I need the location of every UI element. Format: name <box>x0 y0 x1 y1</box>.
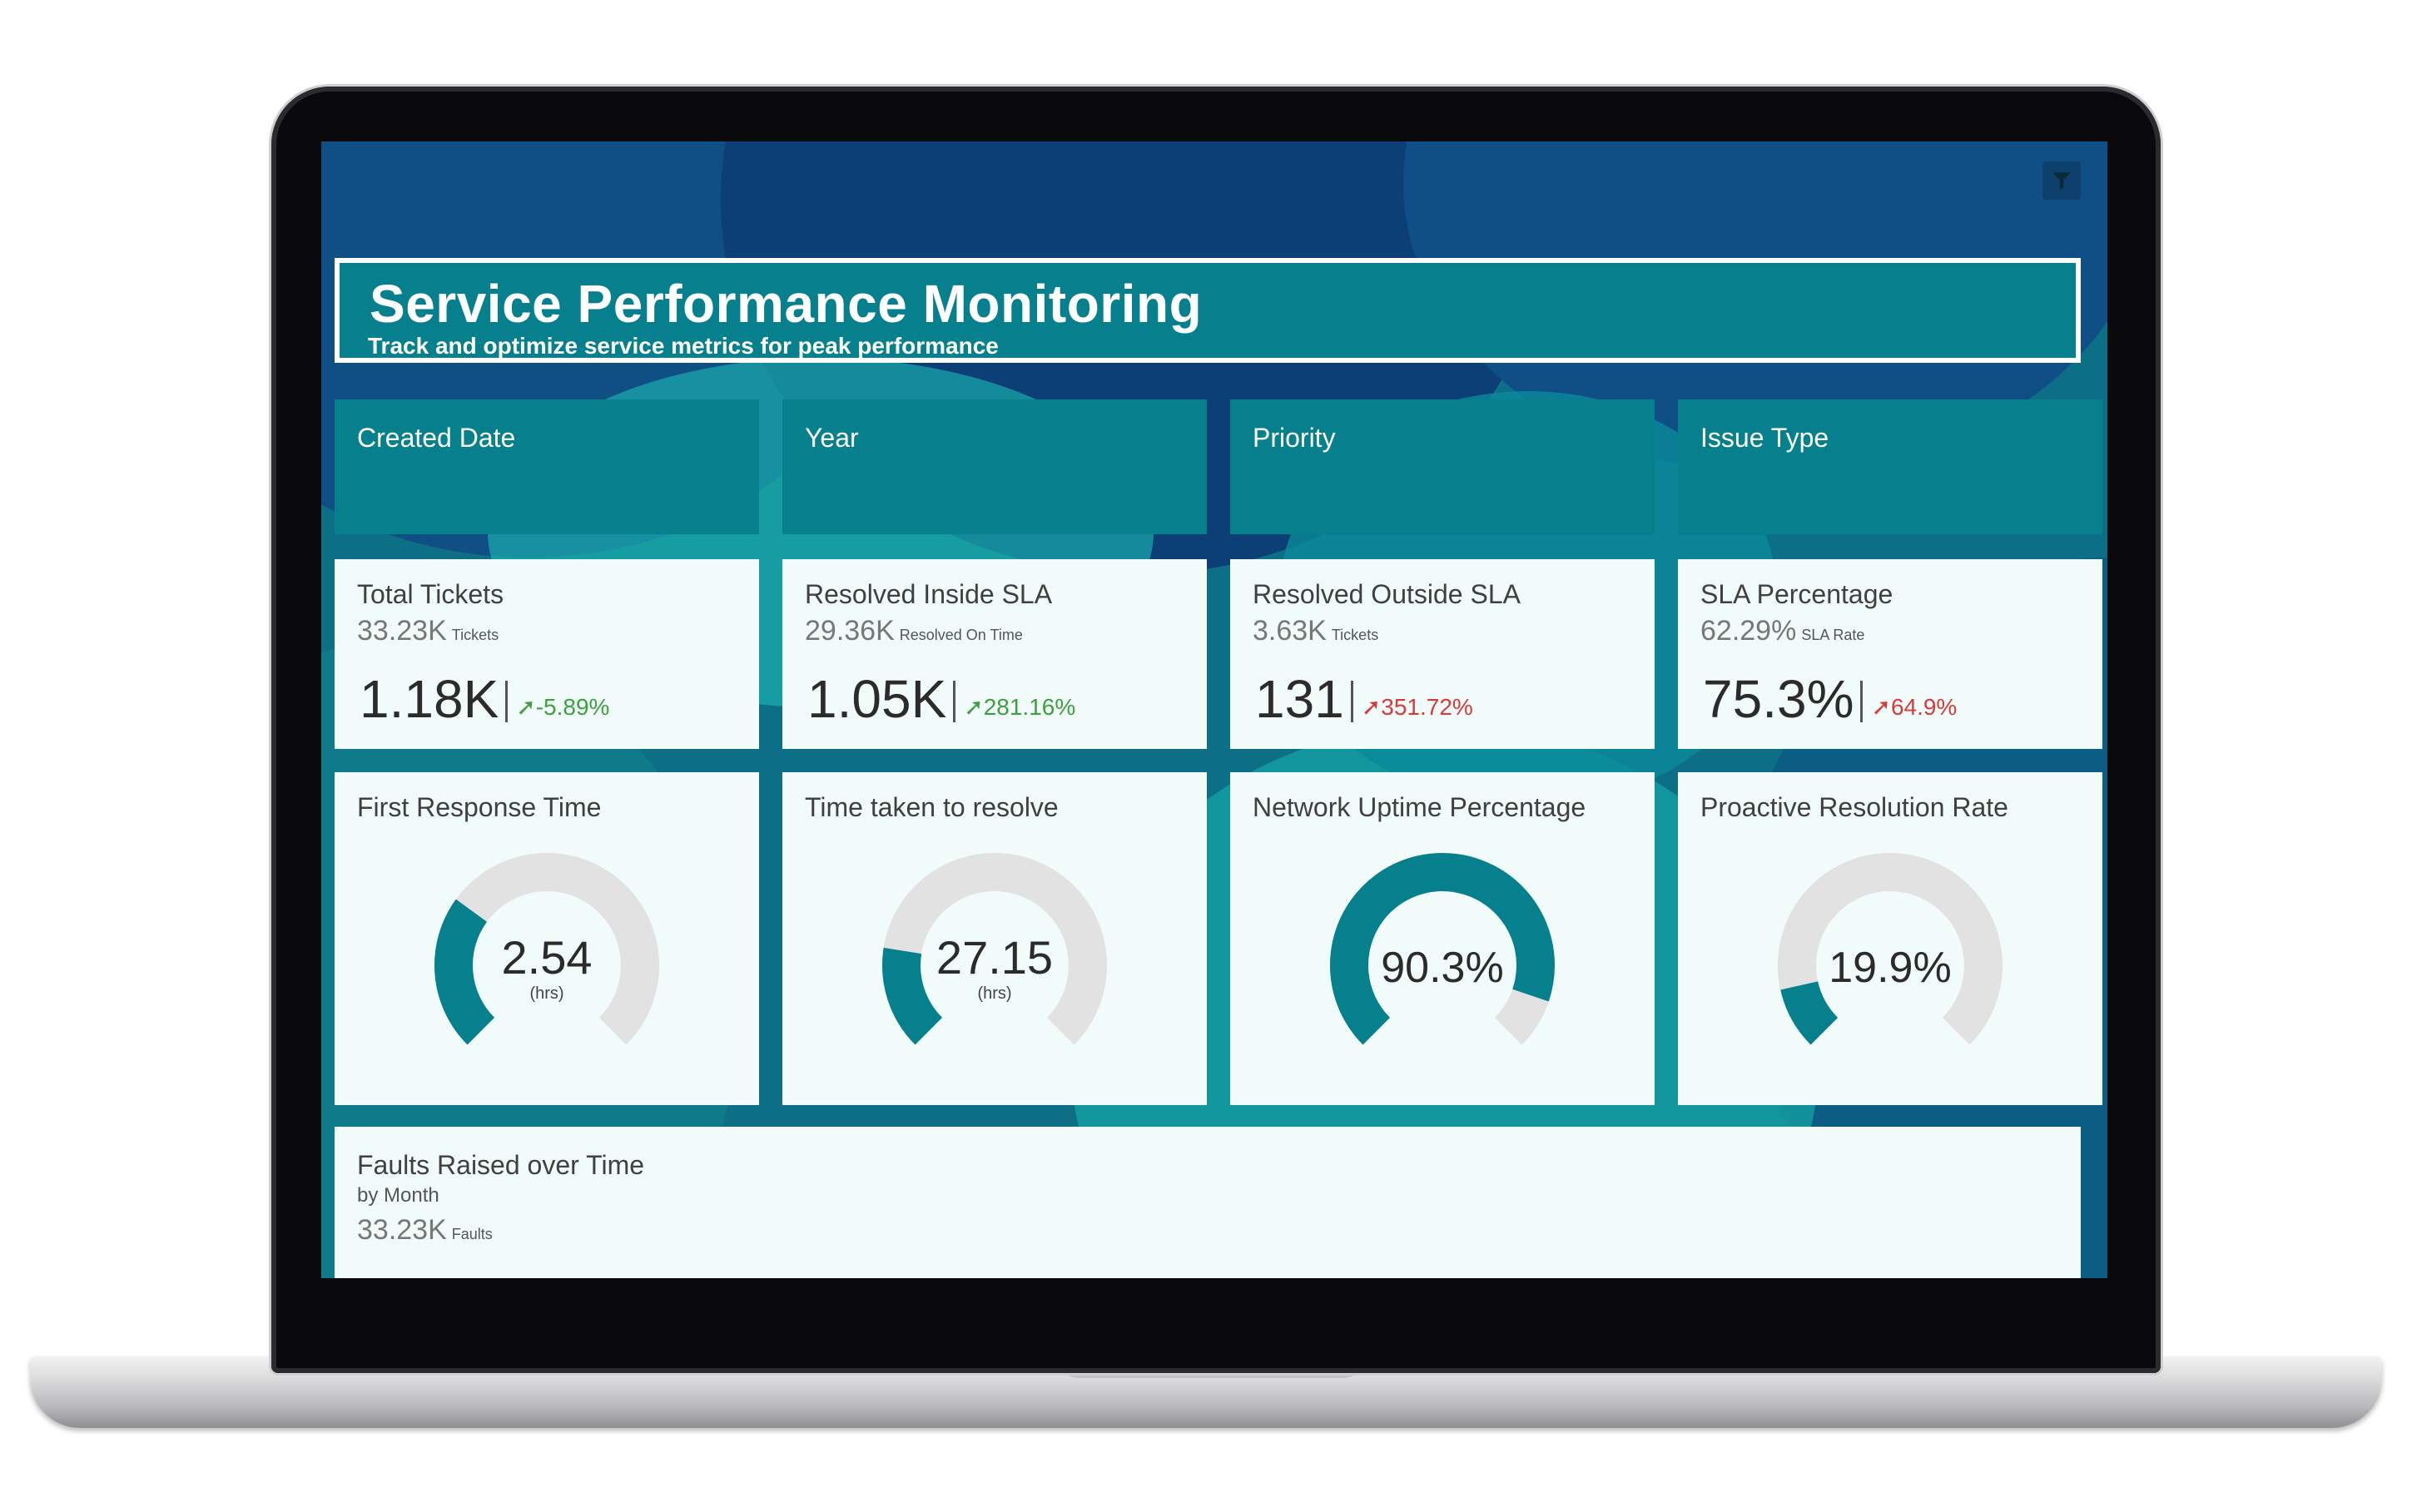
trend-up-icon: ➚ <box>1871 694 1891 720</box>
trend-up-icon: ➚ <box>1361 694 1382 720</box>
kpi-card-sla-percentage: SLA Percentage 62.29% SLA Rate 75.3% ➚64.… <box>1678 559 2102 749</box>
gauge-value: 2.54 <box>502 931 593 984</box>
kpi-value: 131 <box>1255 669 1344 729</box>
page-header: Service Performance Monitoring Track and… <box>335 258 2081 363</box>
filter-button[interactable] <box>2042 161 2081 200</box>
gauge-track <box>1778 853 2003 1045</box>
gauge-card-first-response-time: First Response Time 2.54 (hrs) <box>335 772 759 1105</box>
gauge-chart: 19.9% <box>1778 853 2003 1045</box>
gauge-value: 19.9% <box>1829 944 1951 992</box>
page-title: Service Performance Monitoring <box>370 274 1203 334</box>
gauge-unit: (hrs) <box>529 984 563 1003</box>
kpi-total-unit: SLA Rate <box>1801 627 1865 643</box>
page-subtitle: Track and optimize service metrics for p… <box>368 333 999 359</box>
kpi-total-value: 29.36K <box>805 615 895 647</box>
gauge-title: First Response Time <box>357 792 602 822</box>
kpi-total: 3.63K Tickets <box>1253 615 1632 647</box>
gauge-value: 90.3% <box>1381 944 1503 992</box>
kpi-main: 75.3% ➚64.9% <box>1703 672 1957 726</box>
kpi-main: 131 ➚351.72% <box>1255 672 1473 726</box>
filter-icon <box>2052 172 2071 190</box>
gauge-title: Proactive Resolution Rate <box>1700 792 2008 822</box>
kpi-total: 29.36K Resolved On Time <box>805 615 1184 647</box>
kpi-separator <box>953 681 956 722</box>
kpi-delta: ➚281.16% <box>964 693 1075 721</box>
slicer-label: Year <box>805 423 859 453</box>
gauge-card-network-uptime: Network Uptime Percentage 90.3% <box>1230 772 1655 1105</box>
faults-total: 33.23K Faults <box>357 1214 2058 1247</box>
gauge-fill <box>882 947 943 1045</box>
kpi-delta-value: -5.89% <box>535 694 610 720</box>
trend-up-icon: ➚ <box>964 694 984 720</box>
kpi-title: Total Tickets <box>357 579 504 609</box>
gauge-chart: 2.54 (hrs) <box>434 853 659 1045</box>
slicer-priority[interactable]: Priority <box>1230 399 1655 534</box>
kpi-separator <box>505 681 509 722</box>
gauge-fill <box>434 899 495 1045</box>
gauge-card-time-to-resolve: Time taken to resolve 27.15 (hrs) <box>782 772 1207 1105</box>
gauge-card-proactive-resolution: Proactive Resolution Rate 19.9% <box>1678 772 2102 1105</box>
kpi-main: 1.05K ➚281.16% <box>807 672 1075 726</box>
kpi-delta-value: 64.9% <box>1890 694 1958 720</box>
slicer-label: Created Date <box>357 423 516 453</box>
kpi-total: 62.29% SLA Rate <box>1700 615 2080 647</box>
kpi-card-total-tickets: Total Tickets 33.23K Tickets 1.18K ➚-5.89… <box>335 559 759 749</box>
gauge-unit: (hrs) <box>977 984 1011 1003</box>
kpi-total-value: 3.63K <box>1253 615 1327 647</box>
kpi-title: SLA Percentage <box>1700 579 1893 609</box>
gauge-title: Time taken to resolve <box>805 792 1059 822</box>
kpi-card-resolved-inside-sla: Resolved Inside SLA 29.36K Resolved On Ti… <box>782 559 1207 749</box>
kpi-main: 1.18K ➚-5.89% <box>360 672 609 726</box>
kpi-value: 1.18K <box>360 669 499 729</box>
kpi-separator <box>1350 681 1353 722</box>
slicer-label: Priority <box>1253 423 1336 453</box>
gauge-chart: 90.3% <box>1330 853 1555 1045</box>
kpi-total-value: 33.23K <box>357 615 447 647</box>
kpi-value: 1.05K <box>807 669 947 729</box>
kpi-delta: ➚351.72% <box>1362 693 1473 721</box>
kpi-total-value: 62.29% <box>1700 615 1797 647</box>
kpi-card-resolved-outside-sla: Resolved Outside SLA 3.63K Tickets 131 ➚3… <box>1230 559 1655 749</box>
gauge-title: Network Uptime Percentage <box>1253 792 1586 822</box>
gauge-value: 27.15 <box>936 931 1053 984</box>
kpi-total-unit: Tickets <box>1331 627 1379 643</box>
kpi-total: 33.23K Tickets <box>357 615 737 647</box>
gauge-fill <box>1330 853 1555 1045</box>
kpi-delta: ➚-5.89% <box>516 693 609 721</box>
gauge-chart: 27.15 (hrs) <box>882 853 1107 1045</box>
dashboard-screen: Service Performance Monitoring Track and… <box>321 141 2107 1278</box>
kpi-total-unit: Tickets <box>451 627 499 643</box>
faults-total-value: 33.23K <box>357 1214 447 1246</box>
slicer-year[interactable]: Year <box>782 399 1207 534</box>
slicer-created-date[interactable]: Created Date <box>335 399 759 534</box>
slicer-issue-type[interactable]: Issue Type <box>1678 399 2102 534</box>
faults-over-time-card: Faults Raised over Time by Month 33.23K F… <box>335 1127 2081 1278</box>
kpi-separator <box>1860 681 1864 722</box>
kpi-delta: ➚64.9% <box>1871 693 1957 721</box>
kpi-total-unit: Resolved On Time <box>899 627 1023 643</box>
faults-title: Faults Raised over Time <box>357 1150 645 1180</box>
kpi-delta-value: 281.16% <box>983 694 1076 720</box>
kpi-delta-value: 351.72% <box>1381 694 1473 720</box>
trend-up-icon: ➚ <box>516 694 536 720</box>
kpi-title: Resolved Outside SLA <box>1253 579 1521 609</box>
gauge-fill <box>1780 980 1839 1045</box>
faults-subtitle: by Month <box>357 1184 439 1207</box>
slicer-label: Issue Type <box>1700 423 1829 453</box>
faults-total-unit: Faults <box>451 1226 493 1242</box>
kpi-value: 75.3% <box>1703 669 1854 729</box>
kpi-title: Resolved Inside SLA <box>805 579 1053 609</box>
